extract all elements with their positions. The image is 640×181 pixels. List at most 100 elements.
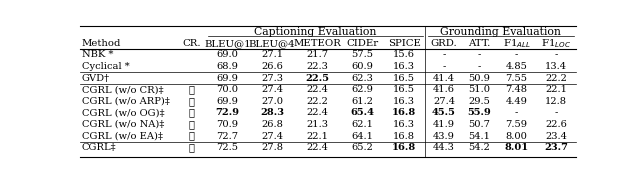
Text: 12.8: 12.8 xyxy=(545,97,567,106)
Text: 62.9: 62.9 xyxy=(351,85,373,94)
Text: ✓: ✓ xyxy=(189,132,195,140)
Text: 64.1: 64.1 xyxy=(351,132,373,140)
Text: Captioning Evaluation: Captioning Evaluation xyxy=(254,27,376,37)
Text: 45.5: 45.5 xyxy=(432,108,456,117)
Text: 72.7: 72.7 xyxy=(216,132,239,140)
Text: 69.0: 69.0 xyxy=(216,50,239,59)
Text: -: - xyxy=(554,50,558,59)
Text: BLEU@4: BLEU@4 xyxy=(249,39,296,48)
Text: 54.1: 54.1 xyxy=(468,132,491,140)
Text: -: - xyxy=(442,50,445,59)
Text: 50.7: 50.7 xyxy=(468,120,491,129)
Text: 23.4: 23.4 xyxy=(545,132,567,140)
Text: F1$_{\it{LOC}}$: F1$_{\it{LOC}}$ xyxy=(541,37,571,50)
Text: 43.9: 43.9 xyxy=(433,132,455,140)
Text: GVD†: GVD† xyxy=(82,73,110,83)
Text: 21.7: 21.7 xyxy=(307,50,329,59)
Text: CR.: CR. xyxy=(182,39,201,48)
Text: ✓: ✓ xyxy=(189,85,195,94)
Text: 28.3: 28.3 xyxy=(260,108,284,117)
Text: -: - xyxy=(478,62,481,71)
Text: CGRL (w/o NA)‡: CGRL (w/o NA)‡ xyxy=(82,120,164,129)
Text: 51.0: 51.0 xyxy=(468,85,491,94)
Text: 22.2: 22.2 xyxy=(545,73,567,83)
Text: 27.4: 27.4 xyxy=(433,97,455,106)
Text: 22.5: 22.5 xyxy=(306,73,330,83)
Text: NBK *: NBK * xyxy=(82,50,113,59)
Text: Method: Method xyxy=(82,39,122,48)
Text: 16.3: 16.3 xyxy=(393,97,415,106)
Text: CGRL (w/o OG)‡: CGRL (w/o OG)‡ xyxy=(82,108,164,117)
Text: METEOR: METEOR xyxy=(294,39,342,48)
Text: 57.5: 57.5 xyxy=(351,50,373,59)
Text: 8.01: 8.01 xyxy=(504,143,529,152)
Text: 29.5: 29.5 xyxy=(468,97,490,106)
Text: SPICE: SPICE xyxy=(388,39,420,48)
Text: 61.2: 61.2 xyxy=(351,97,373,106)
Text: 15.6: 15.6 xyxy=(393,50,415,59)
Text: GRD.: GRD. xyxy=(431,39,458,48)
Text: 22.4: 22.4 xyxy=(307,108,329,117)
Text: 54.2: 54.2 xyxy=(468,143,490,152)
Text: Grounding Evaluation: Grounding Evaluation xyxy=(440,27,561,37)
Text: 22.6: 22.6 xyxy=(545,120,567,129)
Text: 27.3: 27.3 xyxy=(261,73,284,83)
Text: 8.00: 8.00 xyxy=(506,132,527,140)
Text: 55.9: 55.9 xyxy=(468,108,492,117)
Text: -: - xyxy=(515,108,518,117)
Text: 16.8: 16.8 xyxy=(392,108,417,117)
Text: 16.3: 16.3 xyxy=(393,120,415,129)
Text: 21.3: 21.3 xyxy=(307,120,329,129)
Text: 23.7: 23.7 xyxy=(544,143,568,152)
Text: 22.2: 22.2 xyxy=(307,97,329,106)
Text: -: - xyxy=(442,62,445,71)
Text: 26.8: 26.8 xyxy=(261,120,283,129)
Text: 27.4: 27.4 xyxy=(261,85,284,94)
Text: 4.85: 4.85 xyxy=(506,62,527,71)
Text: 27.0: 27.0 xyxy=(261,97,284,106)
Text: 72.5: 72.5 xyxy=(216,143,239,152)
Text: 65.2: 65.2 xyxy=(351,143,373,152)
Text: 22.4: 22.4 xyxy=(307,143,329,152)
Text: CGRL (w/o ARP)‡: CGRL (w/o ARP)‡ xyxy=(82,97,170,106)
Text: -: - xyxy=(515,50,518,59)
Text: F1$_{\it{ALL}}$: F1$_{\it{ALL}}$ xyxy=(502,37,531,50)
Text: CIDEr: CIDEr xyxy=(346,39,378,48)
Text: BLEU@1: BLEU@1 xyxy=(204,39,251,48)
Text: ATT.: ATT. xyxy=(468,39,491,48)
Text: ✓: ✓ xyxy=(189,120,195,129)
Text: 62.3: 62.3 xyxy=(351,73,373,83)
Text: 70.9: 70.9 xyxy=(216,120,239,129)
Text: 4.49: 4.49 xyxy=(506,97,527,106)
Text: 13.4: 13.4 xyxy=(545,62,567,71)
Text: -: - xyxy=(554,108,558,117)
Text: ✓: ✓ xyxy=(189,97,195,106)
Text: CGRL (w/o CR)‡: CGRL (w/o CR)‡ xyxy=(82,85,164,94)
Text: 16.8: 16.8 xyxy=(393,132,415,140)
Text: CGRL (w/o EA)‡: CGRL (w/o EA)‡ xyxy=(82,132,163,140)
Text: 27.4: 27.4 xyxy=(261,132,284,140)
Text: 16.5: 16.5 xyxy=(393,73,415,83)
Text: 62.1: 62.1 xyxy=(351,120,373,129)
Text: 7.59: 7.59 xyxy=(506,120,527,129)
Text: 69.9: 69.9 xyxy=(216,73,239,83)
Text: 72.9: 72.9 xyxy=(216,108,239,117)
Text: 26.6: 26.6 xyxy=(261,62,283,71)
Text: 68.9: 68.9 xyxy=(216,62,239,71)
Text: 41.9: 41.9 xyxy=(433,120,455,129)
Text: 69.9: 69.9 xyxy=(216,97,239,106)
Text: 60.9: 60.9 xyxy=(351,62,373,71)
Text: 41.4: 41.4 xyxy=(433,73,455,83)
Text: 16.3: 16.3 xyxy=(393,62,415,71)
Text: 44.3: 44.3 xyxy=(433,143,455,152)
Text: ✓: ✓ xyxy=(189,108,195,117)
Text: 65.4: 65.4 xyxy=(350,108,374,117)
Text: 27.1: 27.1 xyxy=(261,50,284,59)
Text: 27.8: 27.8 xyxy=(261,143,284,152)
Text: CGRL‡: CGRL‡ xyxy=(82,143,116,152)
Text: 7.48: 7.48 xyxy=(506,85,527,94)
Text: 22.1: 22.1 xyxy=(307,132,329,140)
Text: -: - xyxy=(478,50,481,59)
Text: 22.4: 22.4 xyxy=(307,85,329,94)
Text: 22.3: 22.3 xyxy=(307,62,329,71)
